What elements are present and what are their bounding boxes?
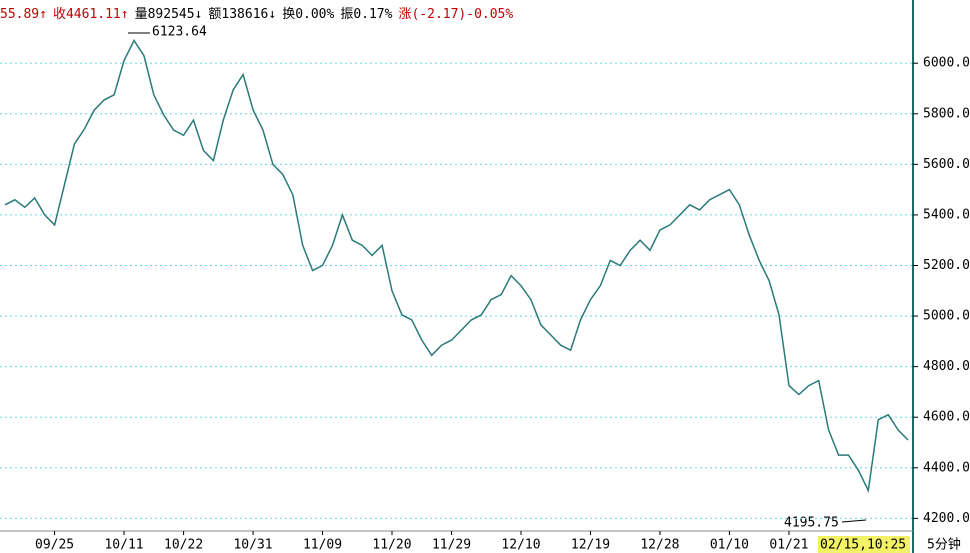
price-line (4, 38, 909, 494)
y-tick-label: 4800.00 (923, 359, 970, 374)
header-item: 换0.00% (282, 7, 334, 22)
high-annotation: 6123.64 (152, 25, 207, 40)
x-tick-label: 10/22 (164, 538, 203, 553)
low-leader (841, 519, 867, 523)
y-tick-label: 4600.00 (923, 410, 970, 425)
header-item: 量892545↓ (135, 7, 203, 22)
y-tick-label: 6000.00 (923, 56, 970, 71)
period-label: 5分钟 (927, 537, 961, 553)
x-tick-label: 12/10 (501, 538, 540, 553)
x-tick-label: 11/20 (372, 538, 411, 553)
x-tick-label: 10/31 (233, 538, 272, 553)
y-tick-label: 4200.00 (923, 511, 970, 526)
y-tick-label: 5000.00 (923, 309, 970, 324)
x-tick-label: 12/19 (571, 538, 610, 553)
y-tick-label: 4400.00 (923, 460, 970, 475)
x-tick-label: 09/25 (35, 538, 74, 553)
x-tick-label: 12/28 (640, 538, 679, 553)
header-item: 振0.17% (340, 7, 392, 22)
y-tick-label: 5400.00 (923, 207, 970, 222)
header-item: 收4461.11↑ (53, 7, 129, 22)
cursor-box (818, 536, 910, 553)
low-annotation: 4195.75 (784, 516, 839, 531)
x-tick-label: 11/09 (303, 538, 342, 553)
header-item: 55.89↑ (0, 7, 47, 22)
header-item: 额138616↓ (208, 7, 276, 22)
x-tick-label: 10/11 (104, 538, 143, 553)
x-tick-label: 11/29 (432, 538, 471, 553)
y-tick-label: 5600.00 (923, 157, 970, 172)
x-tick-label: 01/21 (769, 538, 808, 553)
y-tick-label: 5200.00 (923, 258, 970, 273)
y-tick-label: 5800.00 (923, 106, 970, 121)
header: 55.89↑ 收4461.11↑ 量892545↓ 额138616↓ 换0.00% 振0.… (0, 7, 513, 22)
header-item: 涨(-2.17)-0.05% (398, 7, 513, 22)
cursor-label: 02/15,10:25 (820, 538, 906, 553)
x-tick-label: 01/10 (710, 538, 749, 553)
